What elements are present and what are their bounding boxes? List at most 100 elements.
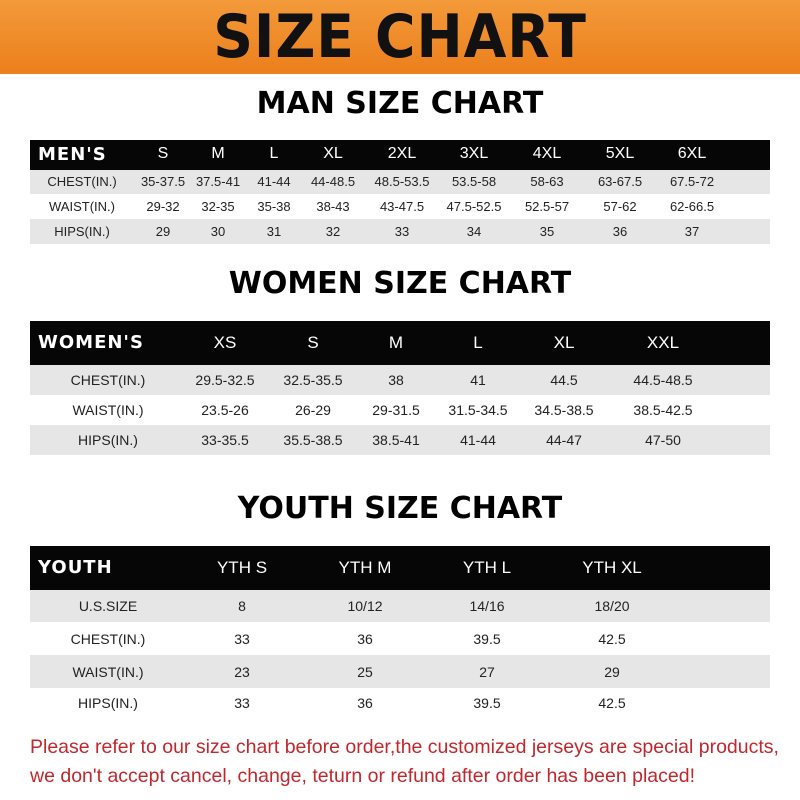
table-cell: 23.5-26 — [201, 402, 249, 418]
table-cell: 38 — [388, 372, 404, 388]
table-cell: 32 — [325, 223, 341, 239]
table-row: CHEST(IN.) 35-37.5 37.5-41 41-44 44-48.5 48.5… — [30, 170, 770, 194]
table-row: U.S.SIZE 8 10/12 14/16 18/20 — [30, 590, 770, 622]
row-label: HIPS(IN.) — [78, 432, 138, 448]
size-header: YTH M — [338, 558, 392, 577]
table-cell: 8 — [238, 598, 246, 614]
size-header: 6XL — [677, 145, 707, 162]
women-size-table: WOMEN'S XS S M L XL XXL CHEST(IN.) 29.5-32.5 32.5… — [30, 321, 770, 455]
table-cell: 35 — [539, 223, 555, 239]
table-cell: 39.5 — [473, 695, 501, 711]
table-cell: 36 — [357, 695, 373, 711]
table-row: HIPS(IN.) 33-35.5 35.5-38.5 38.5-41 41-44 44-… — [30, 425, 770, 455]
row-label: HIPS(IN.) — [78, 695, 138, 711]
size-header: M — [211, 145, 225, 162]
size-header: M — [388, 333, 404, 352]
table-cell: 29 — [155, 223, 171, 239]
table-cell: 36 — [612, 223, 628, 239]
table-cell: 63-67.5 — [597, 174, 643, 189]
table-cell: 47.5-52.5 — [446, 198, 502, 214]
table-cell: 31 — [266, 223, 282, 239]
youth-section-title: YOUTH SIZE CHART — [237, 491, 563, 526]
table-cell: 25 — [357, 663, 373, 680]
table-cell: 26-29 — [295, 402, 331, 418]
table-cell: 35-38 — [257, 198, 291, 214]
size-header: S — [157, 145, 169, 162]
header-row: WOMEN'S XS S M L XL XXL — [30, 321, 770, 365]
size-header: S — [307, 333, 319, 352]
table-row: HIPS(IN.) 33 36 39.5 42.5 — [30, 688, 770, 718]
table-cell: 44.5-48.5 — [633, 372, 693, 388]
table-cell: 32-35 — [201, 198, 235, 214]
row-label: CHEST(IN.) — [70, 630, 146, 647]
table-cell: 29-32 — [146, 198, 180, 214]
row-label: WAIST(IN.) — [72, 402, 144, 418]
table-cell: 37 — [684, 223, 700, 239]
row-label: U.S.SIZE — [78, 598, 138, 614]
table-cell: 39.5 — [473, 630, 501, 647]
table-cell: 44-47 — [546, 432, 582, 448]
table-cell: 41 — [470, 372, 486, 388]
men-size-table: MEN'S S M L XL 2XL 3XL 4XL 5XL 6XL CHEST(IN.) 35-37… — [30, 140, 770, 244]
table-cell: 57-62 — [603, 198, 637, 214]
size-header: 3XL — [459, 145, 489, 162]
table-cell: 34.5-38.5 — [534, 402, 594, 418]
table-cell: 34 — [466, 223, 482, 239]
table-cell: 47-50 — [645, 432, 681, 448]
size-header: XXL — [646, 333, 680, 352]
table-cell: 27 — [479, 663, 495, 680]
notice-line-2: we don't accept cancel, change, teturn o… — [30, 765, 695, 787]
size-header: XS — [213, 333, 237, 352]
table-cell: 37.5-41 — [195, 174, 241, 189]
table-cell: 35.5-38.5 — [283, 432, 343, 448]
table-cell: 44.5 — [550, 372, 578, 388]
table-cell: 29 — [604, 663, 620, 680]
table-cell: 33 — [234, 695, 250, 711]
table-cell: 30 — [210, 223, 226, 239]
table-cell: 29-31.5 — [372, 402, 420, 418]
size-header: YTH XL — [582, 558, 642, 577]
table-cell: 31.5-34.5 — [448, 402, 508, 418]
table-cell: 41-44 — [257, 174, 291, 189]
row-label: CHEST(IN.) — [47, 174, 117, 189]
table-cell: 32.5-35.5 — [283, 372, 343, 388]
size-header: 5XL — [605, 145, 635, 162]
header-banner: SIZE CHART — [0, 0, 800, 74]
table-cell: 53.5-58 — [451, 174, 497, 189]
table-cell: 48.5-53.5 — [374, 174, 430, 189]
table-row: WAIST(IN.) 23.5-26 26-29 29-31.5 31.5-34.5 34… — [30, 395, 770, 425]
row-label: CHEST(IN.) — [70, 372, 146, 388]
size-header: YTH L — [462, 558, 512, 577]
men-section-title: MAN SIZE CHART — [256, 86, 544, 121]
notice-line-1: Please refer to our size chart before or… — [30, 736, 779, 758]
table-cell: 29.5-32.5 — [195, 372, 255, 388]
table-cell: 33 — [234, 630, 250, 647]
row-label: HIPS(IN.) — [54, 223, 110, 239]
table-cell: 43-47.5 — [379, 198, 425, 214]
table-cell: 38.5-42.5 — [633, 402, 693, 418]
size-header: L — [473, 333, 483, 352]
size-header: 4XL — [532, 145, 562, 162]
table-cell: 23 — [234, 663, 250, 680]
table-cell: 38-43 — [316, 198, 350, 214]
size-header: XL — [553, 333, 575, 352]
header-row: MEN'S S M L XL 2XL 3XL 4XL 5XL 6XL — [30, 140, 770, 170]
table-label: MEN'S — [38, 144, 107, 165]
table-cell: 67.5-72 — [669, 174, 715, 189]
size-header: 2XL — [387, 145, 417, 162]
table-cell: 44-48.5 — [310, 174, 356, 189]
order-notice: Please refer to our size chart before or… — [30, 733, 790, 791]
size-header: L — [269, 145, 279, 162]
table-cell: 10/12 — [347, 598, 383, 614]
size-header: XL — [323, 145, 343, 162]
table-row: HIPS(IN.) 29 30 31 32 33 34 35 36 37 — [30, 219, 770, 244]
header-row: YOUTH YTH S YTH M YTH L YTH XL — [30, 546, 770, 590]
table-cell: 33-35.5 — [201, 432, 249, 448]
page-title: SIZE CHART — [213, 2, 587, 72]
table-label: WOMEN'S — [38, 332, 144, 353]
table-row: WAIST(IN.) 29-32 32-35 35-38 38-43 43-47.5 47.… — [30, 194, 770, 219]
table-cell: 38.5-41 — [372, 432, 420, 448]
table-cell: 14/16 — [469, 598, 505, 614]
table-cell: 18/20 — [594, 598, 630, 614]
table-cell: 35-37.5 — [140, 174, 186, 189]
